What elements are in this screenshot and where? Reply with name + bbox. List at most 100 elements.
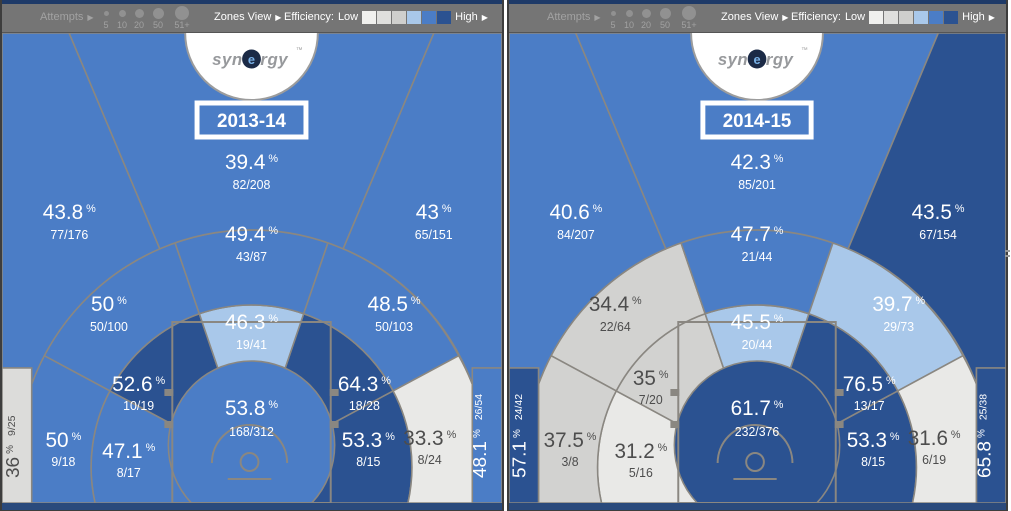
attempt-dot-icon xyxy=(616,6,642,20)
toolbar: Attempts ▶ 5 10 20 50 51+ Zones View ▶ E… xyxy=(509,4,1006,33)
svg-text:76.5%: 76.5% xyxy=(843,373,896,396)
season-panel-2014-15: Attempts ▶ 5 10 20 50 51+ Zones View ▶ E… xyxy=(507,0,1008,511)
attempt-dot-icon xyxy=(676,6,702,20)
zone-label-baseline-short-right: 53.3% 8/15 xyxy=(847,429,900,469)
zone-rim xyxy=(167,360,336,503)
svg-text:33.3%: 33.3% xyxy=(403,427,456,450)
logo-e-badge-icon xyxy=(242,49,261,69)
svg-text:42.3%: 42.3% xyxy=(731,151,784,174)
svg-text:34.4%: 34.4% xyxy=(589,293,642,316)
efficiency-label: Efficiency: xyxy=(284,11,334,23)
svg-text:46.3%: 46.3% xyxy=(225,311,278,334)
shot-chart-2014-15: syn e rgy ™ 2014-15 57.1%24/42 65.8%25/3… xyxy=(509,33,1006,503)
efficiency-low-label: Low xyxy=(844,11,866,23)
zone-label-elbow-left: 35% 7/20 xyxy=(633,367,669,407)
attempt-size-10[interactable]: 10 xyxy=(109,6,135,30)
efficiency-swatch-5 xyxy=(929,11,944,24)
svg-text:168/312: 168/312 xyxy=(229,425,274,439)
svg-text:65/151: 65/151 xyxy=(415,228,453,242)
zone-label-baseline-mid-left: 37.5% 3/8 xyxy=(544,429,597,469)
logo-text-rgy: rgy xyxy=(766,50,795,69)
attempt-dot-icon xyxy=(93,6,119,20)
svg-text:40.6%: 40.6% xyxy=(550,201,603,224)
attempt-size-5[interactable]: 5 xyxy=(93,6,119,30)
logo-text-e: e xyxy=(248,52,255,67)
svg-text:8/15: 8/15 xyxy=(861,455,885,469)
svg-text:77/176: 77/176 xyxy=(50,228,88,242)
attempt-dot-icon xyxy=(109,6,135,20)
efficiency-legend: Efficiency: Low High ▶ xyxy=(284,11,488,24)
zones-view-control[interactable]: Zones View ▶ xyxy=(721,12,788,23)
zone-label-baseline-short-left: 31.2% 5/16 xyxy=(614,440,667,480)
svg-text:50%: 50% xyxy=(45,429,81,452)
zone-corner3-left xyxy=(2,367,33,503)
court-lines xyxy=(677,321,837,503)
efficiency-arrow-icon[interactable]: ▶ xyxy=(481,12,488,22)
efficiency-swatch-2 xyxy=(377,11,392,24)
svg-text:19/41: 19/41 xyxy=(236,338,267,352)
svg-text:43.5%: 43.5% xyxy=(912,201,965,224)
logo-e-badge-icon xyxy=(747,49,767,69)
efficiency-arrow-icon[interactable]: ▶ xyxy=(988,12,995,22)
attempts-label: Attempts xyxy=(547,11,591,23)
svg-text:6/19: 6/19 xyxy=(922,453,946,467)
attempt-size-50[interactable]: 50 xyxy=(652,6,678,30)
attempt-size-10[interactable]: 10 xyxy=(616,6,642,30)
zone-label-elbow-right: 64.3% 18/28 xyxy=(338,373,391,413)
attempt-size-label: 10 xyxy=(116,20,127,30)
zone-label-elbow-right: 76.5% 13/17 xyxy=(843,373,896,413)
zone-label-baseline-mid-left: 50% 9/18 xyxy=(45,429,81,469)
efficiency-legend: Efficiency: Low High ▶ xyxy=(791,11,995,24)
zone-label-baseline-mid-right: 33.3% 8/24 xyxy=(403,427,456,467)
attempt-dot-icon xyxy=(600,6,626,20)
zone-label-free-throw: 45.5% 20/44 xyxy=(731,311,784,352)
zones-view-arrow-icon: ▶ xyxy=(275,12,282,22)
attempt-size-label: 51+ xyxy=(174,20,190,30)
svg-text:31.2%: 31.2% xyxy=(614,440,667,463)
lane-hash-marks xyxy=(670,389,844,428)
attempts-control[interactable]: Attempts ▶ xyxy=(547,12,601,23)
zones-view-control[interactable]: Zones View ▶ xyxy=(214,12,281,23)
zone-label-rim: 53.8% 168/312 xyxy=(225,397,278,439)
attempt-size-5[interactable]: 5 xyxy=(600,6,626,30)
svg-text:31.6%: 31.6% xyxy=(908,427,961,450)
attempt-size-label: 5 xyxy=(610,20,616,30)
attempt-size-20[interactable]: 20 xyxy=(633,6,659,30)
efficiency-swatches xyxy=(362,11,452,24)
zone-label-top3: 42.3% 85/201 xyxy=(731,151,784,192)
svg-text:50%: 50% xyxy=(91,293,127,316)
attempts-control[interactable]: Attempts ▶ xyxy=(40,12,94,23)
svg-text:48.5%: 48.5% xyxy=(368,293,421,316)
svg-text:85/201: 85/201 xyxy=(738,178,776,192)
zone-label-wing3-right: 43% 65/151 xyxy=(415,201,453,242)
attempt-size-20[interactable]: 20 xyxy=(126,6,152,30)
svg-text:53.8%: 53.8% xyxy=(225,397,278,420)
logo-text-e: e xyxy=(753,52,760,67)
season-panel-2013-14: Attempts ▶ 5 10 20 50 51+ Zones View ▶ E… xyxy=(0,0,504,511)
zone-label-rim: 61.7% 232/376 xyxy=(731,397,784,439)
zone-top3 xyxy=(68,33,435,250)
svg-text:3/8: 3/8 xyxy=(561,455,578,469)
svg-text:39.7%: 39.7% xyxy=(872,293,925,316)
zone-label-baseline-short-right: 53.3% 8/15 xyxy=(342,429,395,469)
attempts-arrow-icon: ▶ xyxy=(594,12,601,22)
svg-text:53.3%: 53.3% xyxy=(342,429,395,452)
svg-text:43%: 43% xyxy=(416,201,452,224)
efficiency-swatch-6 xyxy=(944,11,959,24)
efficiency-swatch-3 xyxy=(392,11,407,24)
svg-text:37.5%: 37.5% xyxy=(544,429,597,452)
attempt-size-50[interactable]: 50 xyxy=(145,6,171,30)
svg-text:22/64: 22/64 xyxy=(600,320,631,334)
attempt-size-51plus[interactable]: 51+ xyxy=(169,6,195,30)
svg-text:13/17: 13/17 xyxy=(854,399,885,413)
season-label: 2014-15 xyxy=(700,100,814,140)
attempt-dot-icon xyxy=(169,6,195,20)
zone-label-mid-right: 48.5% 50/103 xyxy=(368,293,421,334)
attempt-size-51plus[interactable]: 51+ xyxy=(676,6,702,30)
attempt-size-label: 10 xyxy=(623,20,634,30)
zone-label-wing3-left: 40.6% 84/207 xyxy=(550,201,603,242)
scrollbar-grip[interactable] xyxy=(1005,250,1010,260)
svg-text:49.4%: 49.4% xyxy=(225,223,278,246)
efficiency-swatch-1 xyxy=(362,11,377,24)
zone-label-mid-left: 34.4% 22/64 xyxy=(589,293,642,334)
